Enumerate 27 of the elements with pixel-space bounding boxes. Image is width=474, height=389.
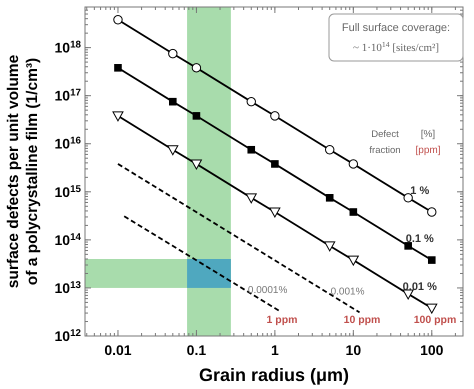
annotation: ~ 1·10$^{14}$ [sites/cm²] <box>353 40 439 54</box>
y-tick-label: 10$^{16}$ <box>54 135 82 152</box>
y-tick-label: 10$^{13}$ <box>54 279 82 296</box>
series-label: 0.01 % <box>402 281 438 294</box>
y-tick-label: 10$^{14}$ <box>54 231 82 248</box>
y-tick-label: 10$^{15}$ <box>54 183 82 200</box>
series-label: 0.1 % <box>406 233 434 246</box>
annotation: Full surface coverage: <box>342 22 450 34</box>
annotation: [%] <box>420 129 436 140</box>
annotation: Defect fraction <box>369 129 401 156</box>
annotation: [ppm] <box>415 145 441 156</box>
x-axis-title: Grain radius (μm) <box>198 365 350 385</box>
series-label: 0.0001% <box>248 285 288 296</box>
annotation: 100 ppm <box>414 314 456 326</box>
y-tick-label: 10$^{17}$ <box>54 87 82 104</box>
x-tick-label: 0.1 <box>186 342 206 358</box>
annotation: 10 ppm <box>344 314 380 326</box>
series-label: 1 % <box>410 185 430 198</box>
y-tick-label: 10$^{18}$ <box>54 39 82 56</box>
y-axis-title: surface defects per unit volume of a polycrystalline film (1/cm³) <box>5 54 41 288</box>
y-tick-label: 10$^{12}$ <box>54 328 82 344</box>
x-tick-label: 100 <box>420 342 444 358</box>
x-tick-label: 0.01 <box>104 342 132 358</box>
x-tick-label: 1 <box>270 342 279 358</box>
annotation: 1 ppm <box>266 314 298 326</box>
series-label: 0.001% <box>330 286 365 298</box>
x-tick-label: 10 <box>346 342 362 358</box>
